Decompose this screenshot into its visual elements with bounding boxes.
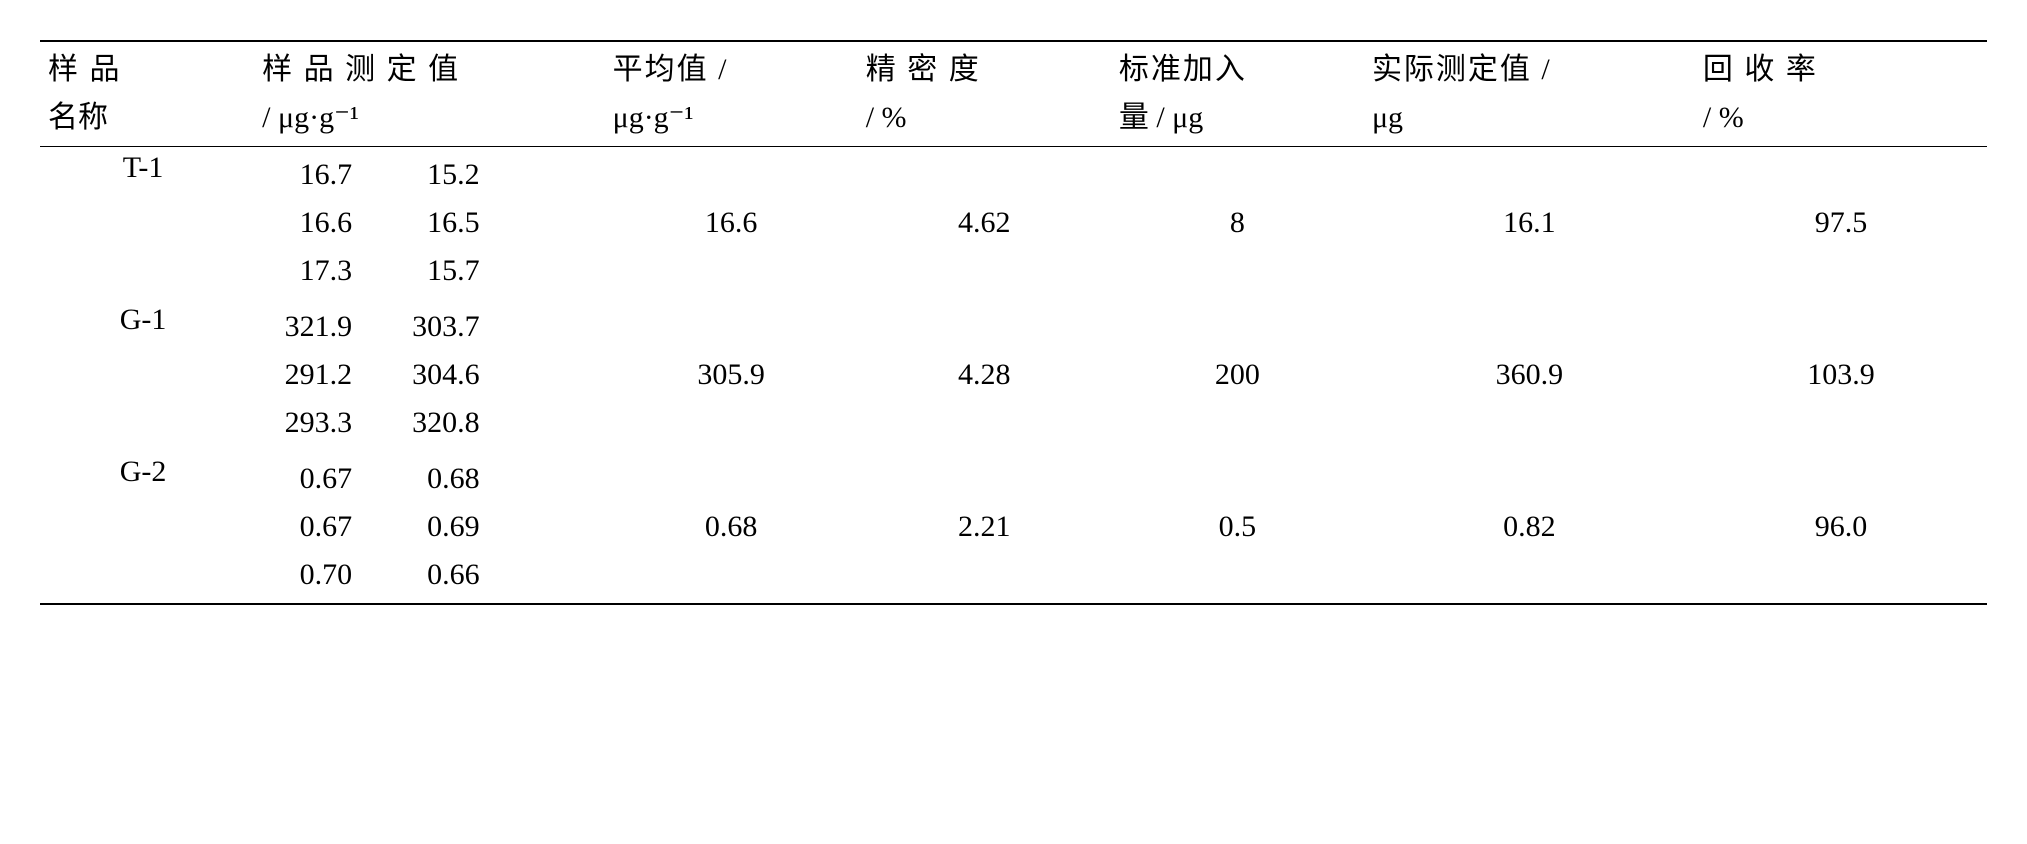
header-text: 平均值 / <box>613 53 729 86</box>
cell-sample-name: G-2 <box>40 451 254 604</box>
cell-average: 0.68 <box>605 451 858 604</box>
measured-value: 0.68 <box>390 455 480 503</box>
measured-value: 16.7 <box>262 151 352 199</box>
cell-recovery: 97.5 <box>1695 147 1987 300</box>
measured-value: 16.6 <box>262 199 352 247</box>
header-text: 名称 <box>48 94 246 142</box>
measured-value: 293.3 <box>262 399 352 447</box>
cell-average: 16.6 <box>605 147 858 300</box>
cell-sample-name: G-1 <box>40 299 254 451</box>
measured-value: 17.3 <box>262 247 352 295</box>
cell-recovery: 103.9 <box>1695 299 1987 451</box>
col-header-std-added: 标准加入 量 / μg <box>1111 41 1364 147</box>
col-header-actual: 实际测定值 / μg <box>1364 41 1695 147</box>
measured-pair: 0.70 0.66 <box>262 551 596 599</box>
measured-value: 320.8 <box>390 399 480 447</box>
header-row: 样 品 名称 样 品 测 定 值 / μg·g⁻¹ 平均值 / μg·g⁻¹ 精… <box>40 41 1987 147</box>
header-text: 精 密 度 <box>866 53 981 86</box>
header-text: / % <box>866 94 1103 142</box>
measured-value: 16.5 <box>390 199 480 247</box>
measured-value: 0.67 <box>262 503 352 551</box>
header-text: 样 品 <box>48 53 122 86</box>
cell-precision: 4.28 <box>858 299 1111 451</box>
table-row: G-2 0.67 0.68 0.67 0.69 0.70 0.66 0.68 2… <box>40 451 1987 604</box>
measured-value: 304.6 <box>390 351 480 399</box>
measured-pair: 291.2 304.6 <box>262 351 596 399</box>
col-header-average: 平均值 / μg·g⁻¹ <box>605 41 858 147</box>
table-row: G-1 321.9 303.7 291.2 304.6 293.3 320.8 … <box>40 299 1987 451</box>
header-text: 实际测定值 / <box>1372 53 1552 86</box>
table-body: T-1 16.7 15.2 16.6 16.5 17.3 15.7 16.6 4… <box>40 147 1987 605</box>
header-text: / % <box>1703 94 1979 142</box>
measured-pair: 0.67 0.69 <box>262 503 596 551</box>
cell-std-added: 0.5 <box>1111 451 1364 604</box>
measured-value: 303.7 <box>390 303 480 351</box>
col-header-measured: 样 品 测 定 值 / μg·g⁻¹ <box>254 41 604 147</box>
measured-value: 15.2 <box>390 151 480 199</box>
measured-value: 0.67 <box>262 455 352 503</box>
col-header-recovery: 回 收 率 / % <box>1695 41 1987 147</box>
cell-std-added: 200 <box>1111 299 1364 451</box>
cell-actual: 0.82 <box>1364 451 1695 604</box>
header-text: μg·g⁻¹ <box>613 94 850 142</box>
measured-pair: 16.6 16.5 <box>262 199 596 247</box>
header-text: 回 收 率 <box>1703 53 1818 86</box>
measured-value: 0.70 <box>262 551 352 599</box>
cell-precision: 2.21 <box>858 451 1111 604</box>
header-text: 量 / μg <box>1119 94 1356 142</box>
header-text: μg <box>1372 94 1687 142</box>
cell-average: 305.9 <box>605 299 858 451</box>
cell-sample-name: T-1 <box>40 147 254 300</box>
cell-measured: 321.9 303.7 291.2 304.6 293.3 320.8 <box>254 299 604 451</box>
measured-value: 15.7 <box>390 247 480 295</box>
cell-std-added: 8 <box>1111 147 1364 300</box>
col-header-precision: 精 密 度 / % <box>858 41 1111 147</box>
measured-pair: 293.3 320.8 <box>262 399 596 447</box>
measured-value: 0.69 <box>390 503 480 551</box>
measured-value: 291.2 <box>262 351 352 399</box>
header-text: / μg·g⁻¹ <box>262 94 596 142</box>
measured-pair: 0.67 0.68 <box>262 455 596 503</box>
measured-pair: 16.7 15.2 <box>262 151 596 199</box>
header-text: 标准加入 <box>1119 53 1247 86</box>
measured-value: 0.66 <box>390 551 480 599</box>
header-text: 样 品 测 定 值 <box>262 53 460 86</box>
cell-recovery: 96.0 <box>1695 451 1987 604</box>
cell-actual: 16.1 <box>1364 147 1695 300</box>
data-table: 样 品 名称 样 品 测 定 值 / μg·g⁻¹ 平均值 / μg·g⁻¹ 精… <box>40 40 1987 605</box>
cell-precision: 4.62 <box>858 147 1111 300</box>
cell-measured: 0.67 0.68 0.67 0.69 0.70 0.66 <box>254 451 604 604</box>
cell-measured: 16.7 15.2 16.6 16.5 17.3 15.7 <box>254 147 604 300</box>
measured-pair: 321.9 303.7 <box>262 303 596 351</box>
measured-pair: 17.3 15.7 <box>262 247 596 295</box>
table-row: T-1 16.7 15.2 16.6 16.5 17.3 15.7 16.6 4… <box>40 147 1987 300</box>
measured-value: 321.9 <box>262 303 352 351</box>
col-header-sample-name: 样 品 名称 <box>40 41 254 147</box>
cell-actual: 360.9 <box>1364 299 1695 451</box>
